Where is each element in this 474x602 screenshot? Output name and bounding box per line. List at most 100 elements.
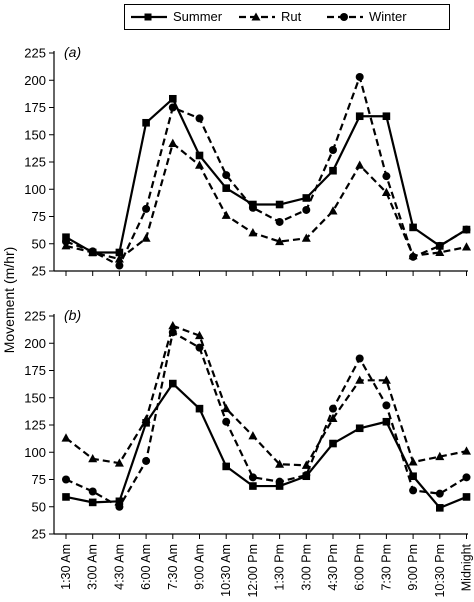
data-point-winter (462, 225, 471, 234)
series-line-rut (65, 142, 467, 261)
data-point-winter (382, 401, 391, 410)
data-point-winter (115, 261, 124, 270)
data-point-summer (329, 166, 337, 175)
panel-label: (b) (64, 307, 81, 323)
data-point-rut (168, 321, 178, 330)
x-tick-label-9-00-am: 9:00 Am (193, 544, 207, 590)
data-point-rut (248, 431, 258, 440)
data-point-rut (61, 433, 71, 442)
x-tick-label-10-30-pm: 10:30 Pm (433, 544, 447, 598)
legend-item-winter: Winter (325, 5, 407, 29)
data-point-rut (381, 187, 391, 197)
data-point-summer (382, 417, 391, 426)
data-point-rut (195, 330, 204, 340)
legend-label-summer: Summer (173, 9, 223, 24)
series-line-summer (65, 97, 468, 254)
data-point-winter (222, 171, 231, 180)
series-line-winter (65, 75, 468, 267)
data-point-rut (381, 375, 391, 384)
y-tick-label: 150 (24, 390, 46, 405)
legend-label-winter: Winter (369, 9, 407, 24)
data-point-winter (302, 471, 311, 480)
data-point-summer (409, 223, 417, 232)
data-point-winter (222, 417, 231, 426)
x-tick-label-3-00-pm: 3:00 Pm (299, 544, 313, 591)
data-point-rut (141, 414, 151, 424)
data-point-rut (141, 233, 151, 242)
data-point-summer (249, 482, 257, 490)
data-point-rut (275, 459, 285, 468)
data-point-summer (195, 404, 204, 413)
data-point-rut (462, 446, 471, 455)
data-point-winter (275, 217, 284, 226)
data-point-rut (275, 236, 285, 246)
data-point-winter (435, 489, 444, 498)
data-point-rut (221, 210, 231, 219)
data-point-winter (329, 146, 337, 155)
data-point-winter (88, 487, 97, 496)
data-point-rut (462, 242, 471, 251)
legend-marker-winter (327, 13, 363, 21)
data-point-winter (302, 205, 311, 214)
data-point-summer (169, 94, 177, 103)
y-tick-label: 25 (32, 264, 46, 279)
x-tick-label-3-00-am: 3:00 Am (86, 544, 100, 590)
data-point-winter (329, 404, 337, 413)
data-point-winter (88, 247, 97, 256)
data-point-summer (275, 200, 284, 209)
data-point-rut (355, 160, 365, 169)
data-point-rut (355, 375, 365, 384)
data-point-summer (382, 112, 391, 121)
legend-item-summer: Summer (129, 5, 222, 29)
data-point-rut (408, 457, 418, 466)
y-tick-label: 50 (32, 236, 46, 251)
data-point-summer (62, 233, 70, 242)
data-point-rut (195, 160, 204, 169)
x-tick-label-4-30-am: 4:30 Am (112, 544, 126, 590)
data-point-rut (114, 254, 124, 263)
data-point-rut (248, 228, 258, 237)
data-point-rut (301, 233, 311, 242)
data-point-rut (168, 138, 178, 147)
legend-label-rut: Rut (281, 9, 302, 24)
y-tick-label: 125 (24, 418, 46, 433)
data-point-winter (195, 343, 204, 352)
data-point-winter (355, 354, 364, 363)
data-point-rut (221, 403, 231, 413)
chart-panel-a: 25 50 75 100 125 150 175 200 225 (a) (24, 44, 471, 279)
x-tick-label-9-00-pm: 9:00 Pm (406, 544, 420, 591)
chart-legend: Summer Rut Winter (124, 4, 450, 30)
data-point-rut (328, 413, 338, 422)
data-point-summer (222, 184, 230, 192)
data-point-winter (355, 72, 364, 81)
data-point-winter (435, 241, 444, 250)
data-point-summer (115, 248, 124, 257)
y-tick-label: 175 (24, 100, 46, 115)
data-point-summer (222, 462, 230, 471)
data-point-winter (62, 475, 70, 484)
y-axis-title: Movement (m/hr) (1, 247, 17, 354)
legend-marker-rut (239, 12, 275, 21)
data-point-winter (382, 172, 391, 181)
series-line-summer (65, 382, 467, 509)
data-point-winter (248, 473, 257, 482)
x-tick-label-7-30-am: 7:30 Am (166, 544, 180, 590)
data-point-summer (355, 112, 364, 121)
data-point-rut (328, 206, 338, 215)
data-point-summer (169, 379, 177, 388)
data-point-rut (88, 453, 98, 463)
data-point-winter (142, 204, 151, 213)
x-tick-label-4-30-pm: 4:30 Pm (326, 544, 340, 591)
x-tick-label-1-30-pm: 1:30 Pm (273, 544, 287, 591)
data-point-summer (88, 498, 97, 507)
data-point-winter (409, 252, 418, 261)
y-tick-label: 125 (24, 155, 46, 170)
y-tick-label: 100 (24, 182, 46, 197)
data-point-summer (142, 118, 150, 127)
y-tick-label: 200 (24, 336, 46, 351)
chart-panel-b: 25 50 75 100 125 150 175 200 225 1:30 Am 3:00 Am 4:… (24, 307, 473, 598)
y-tick-label: 200 (24, 73, 46, 88)
y-tick-label: 75 (32, 209, 46, 224)
data-point-rut (435, 451, 445, 461)
x-tick-label-6-00-am: 6:00 Am (139, 544, 153, 590)
